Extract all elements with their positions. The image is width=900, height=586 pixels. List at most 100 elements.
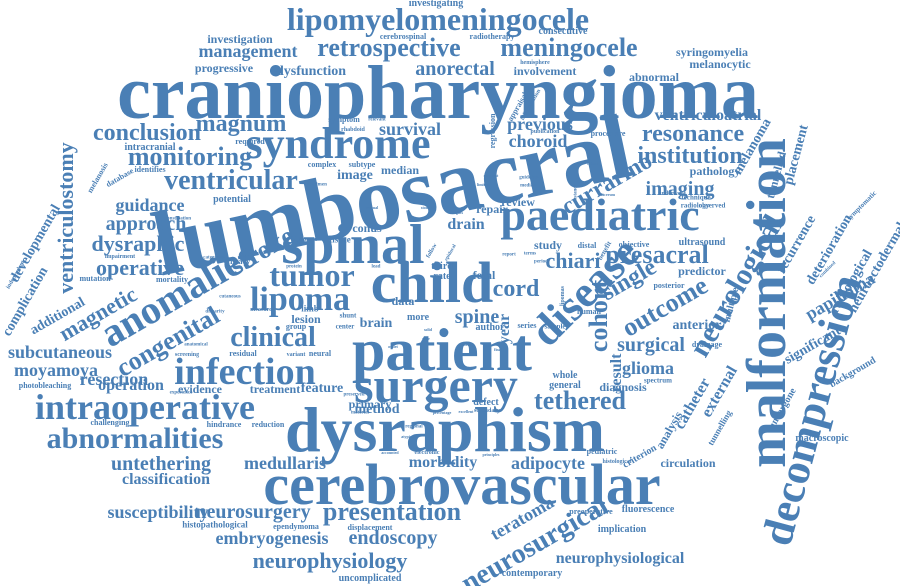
word: primary (348, 397, 392, 411)
word: symptom (328, 115, 360, 124)
word: stomach (420, 205, 436, 210)
word: dysfunction (275, 64, 347, 79)
word: neurophysiological (555, 550, 685, 567)
word: principles (482, 452, 500, 457)
word: predictor (678, 264, 726, 278)
word: guideline (519, 175, 539, 181)
word: diagnosis (599, 380, 647, 394)
word: complex (307, 160, 337, 169)
word: imaging (645, 178, 715, 200)
word: neural (308, 349, 332, 358)
word: shunt (339, 311, 357, 320)
word: histopathological (182, 519, 248, 530)
word: contemporary (501, 568, 563, 579)
word: susceptibility (107, 502, 209, 522)
word: human (576, 307, 602, 316)
word: instance (573, 184, 579, 202)
word: limited (477, 182, 489, 187)
word: measure (250, 307, 272, 313)
word: experience (169, 390, 193, 396)
word: surgical (617, 334, 685, 356)
word: survival (378, 119, 442, 139)
word: specimen (307, 182, 327, 188)
word: spine (454, 306, 500, 328)
word: treatment (249, 382, 301, 396)
word: embryogenesis (215, 528, 329, 548)
word: rate (433, 271, 451, 282)
word: conus (352, 221, 382, 235)
word: center (335, 322, 355, 331)
word: potential (213, 194, 251, 205)
word: screening (174, 352, 200, 358)
word: fluorescence (621, 504, 675, 515)
word: third (431, 261, 453, 272)
word: lipomyelomeningocele (286, 1, 590, 37)
word: medullaris (243, 453, 327, 473)
word: spinal (281, 214, 425, 276)
word: period (534, 259, 548, 265)
word: pathology (689, 164, 741, 178)
word: moyamoya (14, 360, 98, 380)
word: displacement (347, 523, 393, 532)
word: anatomical (184, 342, 208, 348)
word: tissue (329, 234, 351, 245)
word: challenging (90, 418, 130, 427)
word: impairment (104, 254, 136, 260)
word: percentage (432, 410, 452, 415)
word: untethering (111, 453, 211, 475)
word: institution (637, 143, 743, 169)
word: dysraphic (91, 231, 185, 256)
word: general (549, 380, 581, 391)
word: protein (286, 264, 302, 270)
word: fibers (461, 342, 471, 347)
word: objective (618, 240, 650, 249)
word: variant (286, 352, 306, 358)
word: hindrance (206, 420, 242, 429)
word: spectrum (644, 376, 672, 385)
word: tethered (534, 386, 626, 415)
word: brain (359, 316, 393, 331)
word: presentation (322, 497, 462, 526)
word: photobleaching (18, 381, 72, 390)
word: involvement (513, 64, 577, 78)
word: lipoma (249, 281, 351, 318)
word: monitoring (127, 142, 253, 171)
word: paediatric (500, 189, 700, 240)
word: neurosurgery (195, 501, 311, 523)
word: underwent (658, 191, 686, 197)
word: mutation (79, 274, 111, 283)
word: radiotherapy (469, 32, 515, 41)
word: ultrasound (678, 237, 726, 248)
word: cohort (584, 279, 613, 353)
word: whole (552, 370, 578, 381)
word: child (370, 250, 494, 315)
word: morbidity (408, 454, 478, 471)
word: craniopharyngioma (117, 51, 759, 135)
word: subcutaneous (7, 342, 113, 362)
word: cerebrovascular (263, 452, 661, 517)
word: cerebrospinal (379, 32, 427, 41)
word: dysraphism (284, 394, 606, 465)
word: lead (371, 264, 381, 270)
word: reduction (251, 420, 285, 429)
word: preoperative (569, 507, 613, 516)
word: meningocele (500, 33, 638, 62)
word: radiology (680, 201, 710, 210)
word: image (337, 168, 373, 183)
word: report (502, 252, 516, 258)
word: endoscopy (348, 527, 438, 549)
word: choroid (508, 131, 568, 151)
word: macroscopic (795, 433, 849, 444)
word: mortality (156, 275, 188, 284)
word: rhabdoid (341, 127, 365, 133)
word: posterior (653, 281, 685, 290)
word: terms (523, 251, 537, 257)
word: limb (301, 303, 319, 314)
word: investigation (207, 32, 273, 46)
word: outlet (388, 344, 398, 349)
word: management (198, 41, 298, 61)
word: author (475, 322, 505, 333)
word: accounted (381, 450, 399, 455)
word: classification (122, 471, 210, 488)
word: analysis (652, 408, 686, 452)
